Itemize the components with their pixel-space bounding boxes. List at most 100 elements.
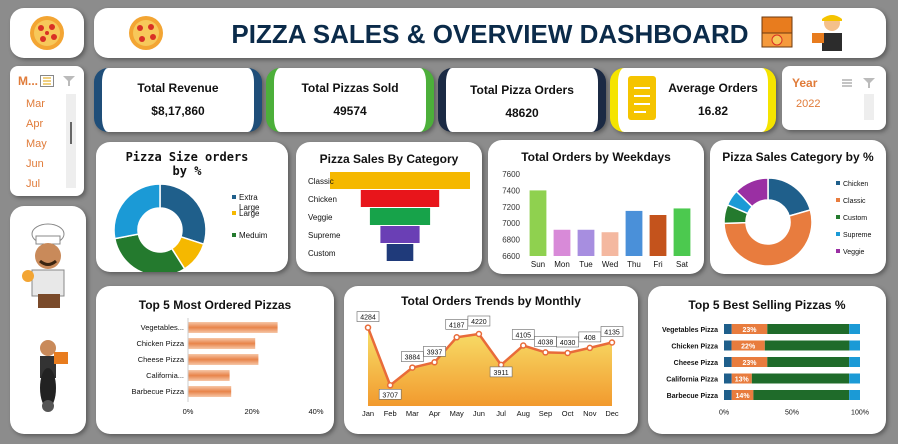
stacked-segment <box>731 340 765 351</box>
category-pct-donut: Chicken Classic Custom Supreme Veggie <box>723 177 872 267</box>
pizza-icon <box>129 16 163 50</box>
x-tick-label: Nov <box>583 409 597 418</box>
x-tick-label: Mar <box>406 409 419 418</box>
stacked-segment <box>731 357 768 367</box>
month-item[interactable]: May <box>26 138 47 150</box>
stacked-segment <box>731 390 754 400</box>
stacked-segment <box>724 324 732 334</box>
kpi-average-orders: Average Orders 16.82 <box>610 68 776 132</box>
data-label-box <box>378 389 402 400</box>
category-label: Cheese Pizza <box>138 355 185 364</box>
x-tick-label: Feb <box>384 409 397 418</box>
pizza-box-icon <box>761 16 793 48</box>
donut-slice <box>735 177 769 208</box>
x-tick-label: Oct <box>562 409 575 418</box>
data-label: 4135 <box>604 330 620 337</box>
delivery-scooter-icon <box>40 340 68 412</box>
legend-swatch <box>836 215 840 219</box>
stacked-segment <box>767 324 850 334</box>
year-slicer[interactable]: Year 2022 <box>782 66 886 130</box>
donut-slice <box>113 183 161 240</box>
clear-filter-icon[interactable] <box>862 77 876 89</box>
receipt-icon <box>628 76 656 120</box>
legend-label: Meduim <box>239 231 268 240</box>
data-point <box>453 334 460 341</box>
slicer-scrollbar[interactable] <box>864 94 874 120</box>
stacked-segment <box>849 357 860 367</box>
x-tick-label: 50% <box>785 410 799 417</box>
kpi-value: $8,17,860 <box>151 104 205 118</box>
multi-select-icon[interactable] <box>40 75 54 87</box>
kpi-title: Total Revenue <box>137 81 219 95</box>
donut-slice <box>159 183 207 246</box>
data-label-box <box>423 345 446 357</box>
category-label: Vegetables Pizza <box>662 327 718 334</box>
category-label: Vegetables... <box>141 323 184 332</box>
best-chart-card: Top 5 Best Selling Pizzas % Vegetables P… <box>648 286 886 434</box>
trend-line <box>366 327 613 388</box>
month-item[interactable]: Mar <box>26 98 45 110</box>
year-item[interactable]: 2022 <box>796 98 821 110</box>
x-tick-label: Tue <box>579 260 593 269</box>
x-tick-label: 0% <box>183 407 194 416</box>
data-label: 4030 <box>560 340 576 347</box>
data-label: 3884 <box>405 355 421 362</box>
pizza-icon <box>30 16 64 50</box>
stacked-segment <box>724 340 732 351</box>
size-chart-card: Pizza Size orders by % Extra Large Large Me… <box>96 142 288 272</box>
segment-label: 14% <box>736 393 751 400</box>
stacked-segment <box>753 390 850 400</box>
data-point <box>564 349 571 357</box>
x-tick-label: Jul <box>496 409 506 418</box>
category-label: Veggie <box>308 213 333 222</box>
funnel-bar <box>360 190 440 207</box>
top5-bar <box>188 338 256 349</box>
stacked-segment <box>849 340 860 351</box>
stacked-segment <box>731 373 752 384</box>
data-label: 4284 <box>360 315 376 322</box>
x-tick-label: 40% <box>308 407 323 416</box>
y-tick-label: 7400 <box>502 186 520 195</box>
category-pct-card: Pizza Sales Category by % Chicken Classic… <box>710 140 886 274</box>
category-label: Custom <box>308 249 336 258</box>
data-label: 3707 <box>382 392 398 399</box>
x-tick-label: Sat <box>676 260 689 269</box>
kpi-total-revenue: Total Revenue $8,17,860 <box>94 68 262 132</box>
month-item[interactable]: Jul <box>26 178 41 190</box>
legend-swatch <box>232 195 236 199</box>
segment-label: 23% <box>742 327 757 334</box>
category-label: Cheese Pizza <box>674 360 718 367</box>
y-tick-label: 7000 <box>502 219 520 228</box>
category-chart-card: Pizza Sales By Category Classic Chicken Ve… <box>296 142 482 272</box>
weekday-bar <box>649 215 667 256</box>
funnel-bar <box>369 208 431 225</box>
data-label-box <box>356 311 380 322</box>
kpi-title: Total Pizzas Sold <box>301 81 399 95</box>
slicer-scrollbar[interactable] <box>66 94 76 188</box>
multi-select-icon[interactable] <box>840 77 854 89</box>
category-pct-title: Pizza Sales Category by % <box>722 150 874 164</box>
donut-slice <box>723 209 813 267</box>
y-tick-label: 6600 <box>502 252 520 261</box>
category-chart-title: Pizza Sales By Category <box>319 152 459 166</box>
month-item[interactable]: Jun <box>26 158 44 170</box>
top5-bar-chart: Vegetables... Chicken Pizza Cheese Pizza Ca… <box>131 318 324 416</box>
data-point <box>409 364 416 371</box>
stacked-segment <box>849 373 860 384</box>
month-slicer-label: M... <box>18 74 38 88</box>
x-tick-label: Sep <box>539 409 552 418</box>
data-label: 3937 <box>427 349 443 356</box>
weekday-chart-title: Total Orders by Weekdays <box>521 150 671 164</box>
month-slicer[interactable]: M... Mar Apr May Jun Jul <box>10 66 84 196</box>
weekday-chart-card: Total Orders by Weekdays 6600 6800 7000 720… <box>488 140 704 274</box>
delivery-person-icon <box>812 15 842 51</box>
legend-label: Large <box>239 203 260 212</box>
clear-filter-icon[interactable] <box>62 75 76 87</box>
weekday-bar <box>529 190 547 256</box>
segment-label: 13% <box>735 377 750 384</box>
data-label: 3911 <box>494 370 509 377</box>
month-item[interactable]: Apr <box>26 118 44 130</box>
logo-card <box>10 8 84 58</box>
category-label: Chicken Pizza <box>671 344 718 351</box>
x-tick-label: Mon <box>554 260 570 269</box>
